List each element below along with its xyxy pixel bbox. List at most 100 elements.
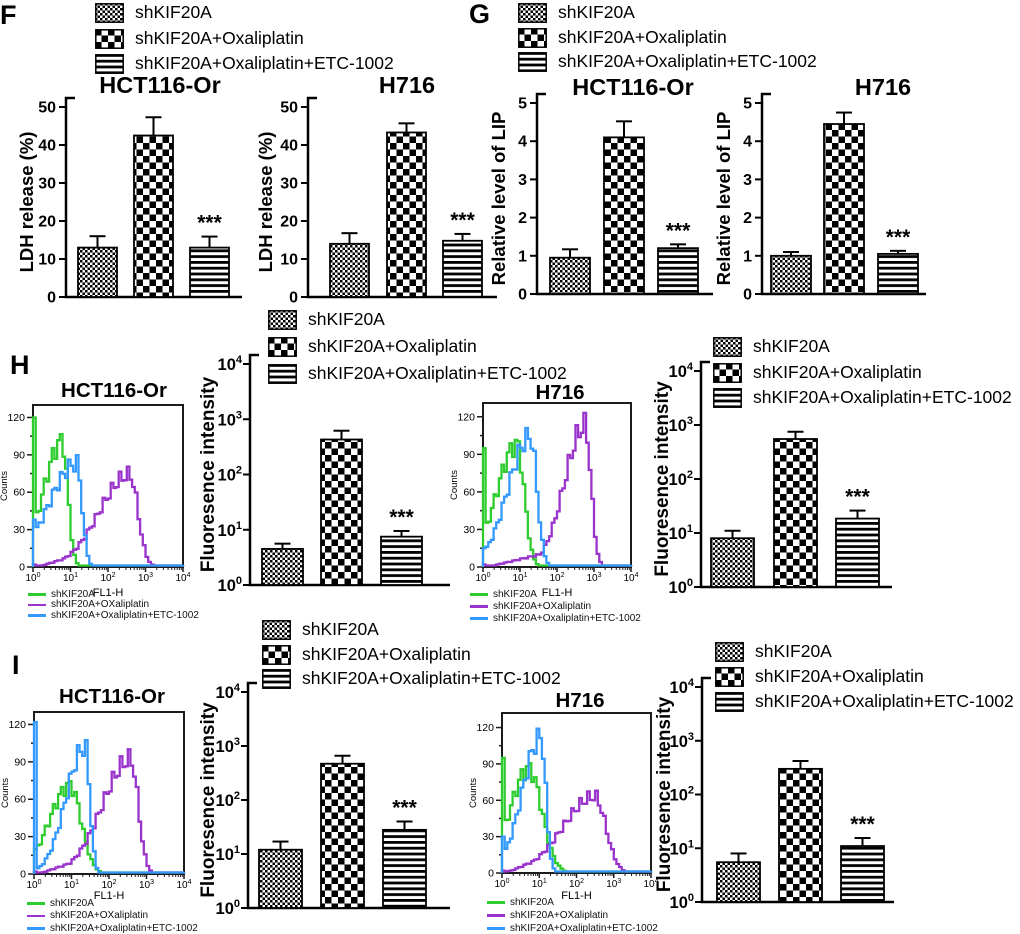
legend-label: shKIF20A+Oxaliplatin <box>135 27 304 48</box>
x-tick-label: 104 <box>176 879 191 891</box>
significance-stars: *** <box>392 796 417 819</box>
flow-histogram-i-flow-h716: 0 30 60 90 120 100 101 102 103 104 FL1-H Counts H716 <box>468 689 659 902</box>
flow-curve-shkif20a <box>31 416 185 567</box>
flow-curve-shkif20a-oxaliplatin-etc-1002 <box>481 426 633 567</box>
curve-color-swatch-icon <box>470 605 488 608</box>
y-tick-label: 30 <box>14 831 26 843</box>
flow-legend-h-h716-item-shkif20a-oxaliplatin: shKIF20A+OXaliplatin <box>470 601 591 612</box>
bar-chart-h-mid: 100 101 102 103 104 *** Fluoresence intensity <box>198 353 450 595</box>
y-tick-label: 1 <box>518 248 527 265</box>
hlines-swatch-icon <box>262 669 291 689</box>
x-tick-label: 101 <box>64 879 79 891</box>
y-tick-label: 60 <box>13 487 25 499</box>
flow-legend-h-hct-item-shkif20a-oxaliplatin: shKIF20A+OXaliplatin <box>28 600 149 611</box>
y-tick-label: 30 <box>463 524 475 536</box>
flow-curve-shkif20a-oxaliplatin-etc-1002 <box>32 720 186 874</box>
chart-title: HCT116-Or <box>59 685 165 708</box>
x-tick-label: 102 <box>569 878 584 890</box>
y-tick-label: 50 <box>38 100 56 117</box>
y-tick-label: 100 <box>216 898 240 918</box>
y-axis-label: Counts <box>0 778 11 808</box>
y-tick-label: 90 <box>13 449 25 461</box>
flow-legend-label: shKIF20A+Oxaliplatin+ETC-1002 <box>510 922 658 934</box>
legend-label: shKIF20A+Oxaliplatin <box>753 361 922 382</box>
x-axis-label: FL1-H <box>561 890 592 902</box>
x-tick-label: 103 <box>586 572 601 584</box>
bar-shkif20a <box>258 848 303 909</box>
curve-color-swatch-icon <box>470 617 488 620</box>
y-tick-label: 102 <box>216 790 240 810</box>
x-tick-label: 100 <box>494 878 509 890</box>
curve-color-swatch-icon <box>470 593 488 596</box>
chart-title: HCT116-Or <box>99 72 220 98</box>
x-tick-label: 100 <box>475 572 490 584</box>
checker-swatch-icon <box>268 337 297 357</box>
legend-label: shKIF20A+Oxaliplatin+ETC-1002 <box>558 51 817 72</box>
bar-chart-f-hct: 0 10 20 30 40 50 *** LDH release (%) HCT116-Or <box>16 72 242 307</box>
y-tick-label: 20 <box>280 214 298 231</box>
y-tick-label: 3 <box>743 172 752 189</box>
x-tick-label: 101 <box>63 572 78 584</box>
y-tick-label: 103 <box>670 731 694 751</box>
bar-shkif20a-oxaliplatin-etc-1002 <box>382 828 427 909</box>
y-axis-label: LDH release (%) <box>255 132 276 273</box>
legend-i-right-item-shkif20a-oxaliplatin: shKIF20A+Oxaliplatin <box>715 666 924 688</box>
curve-color-swatch-icon <box>487 914 505 917</box>
flow-legend-h-hct-item-shkif20a: shKIF20A <box>28 589 95 600</box>
y-axis-label: Fluoresence intensity <box>652 381 673 577</box>
flow-legend-label: shKIF20A <box>50 897 94 909</box>
bar-shkif20a-oxaliplatin-etc-1002 <box>442 239 483 298</box>
y-tick-label: 60 <box>14 794 26 806</box>
legend-label: shKIF20A+Oxaliplatin <box>302 643 471 664</box>
legend-i-right-item-shkif20a: shKIF20A <box>715 641 832 663</box>
legend-label: shKIF20A+Oxaliplatin+ETC-1002 <box>135 53 394 74</box>
y-tick-label: 102 <box>218 465 242 485</box>
legend-h-right-item-shkif20a-oxaliplatin-etc-1002: shKIF20A+Oxaliplatin+ETC-1002 <box>713 387 1012 409</box>
bar-shkif20a <box>261 548 304 586</box>
y-tick-label: 101 <box>218 520 242 540</box>
panel-g-label: G <box>469 0 491 29</box>
flow-legend-h-h716-item-shkif20a-oxaliplatin-etc-1002: shKIF20A+Oxaliplatin+ETC-1002 <box>470 613 641 624</box>
legend-label: shKIF20A <box>308 309 385 330</box>
legend-f-item-shkif20a: shKIF20A <box>95 2 212 24</box>
flow-legend-i-hct-item-shkif20a: shKIF20A <box>27 898 94 909</box>
flow-legend-i-hct-item-shkif20a-oxaliplatin-etc-1002: shKIF20A+Oxaliplatin+ETC-1002 <box>27 923 198 934</box>
curve-color-swatch-icon <box>28 593 46 596</box>
hlines-swatch-icon <box>268 364 297 384</box>
x-tick-label: 100 <box>25 572 40 584</box>
y-axis-label: LDH release (%) <box>16 132 37 273</box>
y-tick-label: 104 <box>669 361 694 381</box>
x-tick-label: 103 <box>138 572 153 584</box>
legend-f-item-shkif20a-oxaliplatin-etc-1002: shKIF20A+Oxaliplatin+ETC-1002 <box>95 53 394 75</box>
y-tick-label: 120 <box>476 722 494 734</box>
y-tick-label: 10 <box>38 252 56 269</box>
legend-label: shKIF20A+Oxaliplatin <box>308 336 477 357</box>
bar-shkif20a-oxaliplatin <box>603 136 645 295</box>
legend-h-mid-item-shkif20a-oxaliplatin-etc-1002: shKIF20A+Oxaliplatin+ETC-1002 <box>268 363 567 385</box>
checker-swatch-icon <box>262 644 291 665</box>
y-tick-label: 100 <box>670 892 694 912</box>
flow-curve-shkif20a <box>500 756 653 873</box>
hlines-swatch-icon <box>713 388 742 408</box>
x-tick-label: 101 <box>532 878 547 890</box>
flow-legend-h-h716-item-shkif20a: shKIF20A <box>470 589 537 600</box>
flow-curve-shkif20a-oxaliplatin-etc-1002 <box>500 727 653 873</box>
bar-shkif20a-oxaliplatin <box>778 767 823 903</box>
y-tick-label: 100 <box>669 577 693 597</box>
y-axis-label: Fluoresence intensity <box>198 702 219 898</box>
y-tick-label: 100 <box>218 575 242 595</box>
bar-chart-f-h716: 0 10 20 30 40 50 *** LDH release (%) H716 <box>255 72 497 307</box>
curve-color-swatch-icon <box>28 603 46 607</box>
y-axis-label: Counts <box>468 778 479 808</box>
significance-stars: *** <box>845 486 870 509</box>
flow-curve-shkif20a-oxaliplatin <box>481 411 633 567</box>
legend-label: shKIF20A+Oxaliplatin+ETC-1002 <box>753 387 1012 408</box>
bar-shkif20a <box>549 256 591 295</box>
y-tick-label: 4 <box>518 134 527 151</box>
fine-checker-swatch-icon <box>268 310 297 330</box>
chart-title: H716 <box>555 689 604 712</box>
bar-shkif20a-oxaliplatin <box>133 134 174 298</box>
y-tick-label: 5 <box>518 96 527 113</box>
